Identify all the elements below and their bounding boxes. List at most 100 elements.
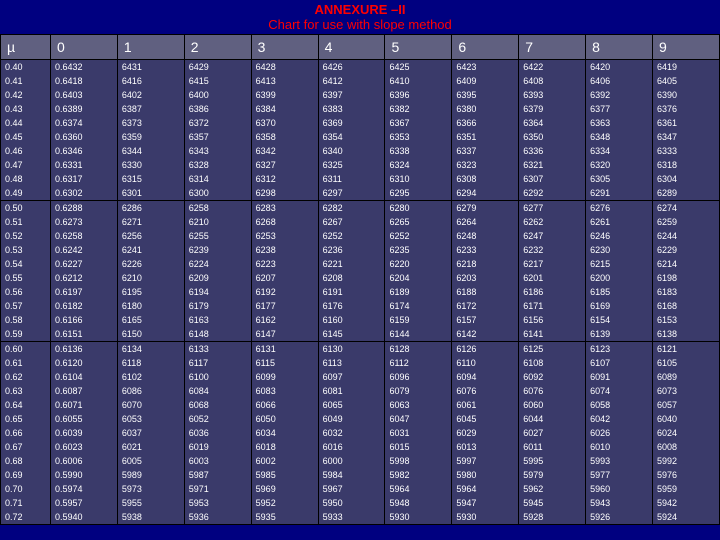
table-cell: 6112 [385, 356, 452, 370]
table-cell: 0.49 [1, 186, 51, 201]
table-cell: 6191 [318, 285, 385, 299]
table-cell: 0.57 [1, 299, 51, 313]
table-cell: 6052 [184, 412, 251, 426]
table-cell: 0.6403 [51, 88, 118, 102]
table-cell: 5948 [385, 496, 452, 510]
table-cell: 6032 [318, 426, 385, 440]
table-cell: 6186 [519, 285, 586, 299]
table-cell: 6247 [519, 229, 586, 243]
table-cell: 6084 [184, 384, 251, 398]
table-cell: 6393 [519, 88, 586, 102]
table-cell: 0.6120 [51, 356, 118, 370]
table-cell: 6091 [586, 370, 653, 384]
table-cell: 0.6166 [51, 313, 118, 327]
table-cell: 0.6182 [51, 299, 118, 313]
table-cell: 6408 [519, 74, 586, 88]
table-cell: 6315 [117, 172, 184, 186]
table-cell: 6163 [184, 313, 251, 327]
table-cell: 6238 [251, 243, 318, 257]
table-cell: 6264 [452, 215, 519, 229]
table-cell: 6113 [318, 356, 385, 370]
table-cell: 6215 [586, 257, 653, 271]
table-cell: 6280 [385, 201, 452, 216]
table-cell: 6298 [251, 186, 318, 201]
table-cell: 6321 [519, 158, 586, 172]
table-cell: 0.43 [1, 102, 51, 116]
table-cell: 6409 [452, 74, 519, 88]
table-cell: 5930 [452, 510, 519, 525]
table-cell: 0.6087 [51, 384, 118, 398]
table-cell: 0.69 [1, 468, 51, 482]
table-cell: 6220 [385, 257, 452, 271]
annexure-title: ANNEXURE –II [0, 0, 720, 17]
table-cell: 6083 [251, 384, 318, 398]
table-cell: 6289 [653, 186, 720, 201]
table-cell: 0.6288 [51, 201, 118, 216]
table-cell: 6094 [452, 370, 519, 384]
table-cell: 5967 [318, 482, 385, 496]
table-cell: 0.46 [1, 144, 51, 158]
table-cell: 6428 [251, 60, 318, 75]
column-header: 7 [519, 35, 586, 60]
table-cell: 6248 [452, 229, 519, 243]
table-cell: 0.5990 [51, 468, 118, 482]
table-cell: 6323 [452, 158, 519, 172]
table-cell: 6031 [385, 426, 452, 440]
table-cell: 0.56 [1, 285, 51, 299]
table-cell: 6297 [318, 186, 385, 201]
table-cell: 0.59 [1, 327, 51, 342]
table-cell: 0.44 [1, 116, 51, 130]
table-cell: 6189 [385, 285, 452, 299]
table-cell: 5987 [184, 468, 251, 482]
table-cell: 6016 [318, 440, 385, 454]
table-cell: 6348 [586, 130, 653, 144]
table-cell: 6380 [452, 102, 519, 116]
table-cell: 6353 [385, 130, 452, 144]
table-cell: 5942 [653, 496, 720, 510]
column-header: 2 [184, 35, 251, 60]
table-cell: 0.6302 [51, 186, 118, 201]
table-cell: 5953 [184, 496, 251, 510]
column-header: 5 [385, 35, 452, 60]
table-cell: 6224 [184, 257, 251, 271]
table-cell: 6026 [586, 426, 653, 440]
table-cell: 6397 [318, 88, 385, 102]
table-cell: 6354 [318, 130, 385, 144]
table-cell: 0.71 [1, 496, 51, 510]
table-cell: 6063 [385, 398, 452, 412]
chart-subtitle: Chart for use with slope method [0, 17, 720, 34]
table-cell: 6044 [519, 412, 586, 426]
table-cell: 0.5957 [51, 496, 118, 510]
table-cell: 6255 [184, 229, 251, 243]
table-cell: 6364 [519, 116, 586, 130]
table-cell: 0.61 [1, 356, 51, 370]
table-cell: 6312 [251, 172, 318, 186]
column-header: 3 [251, 35, 318, 60]
table-cell: 0.6242 [51, 243, 118, 257]
table-cell: 5959 [653, 482, 720, 496]
table-cell: 6203 [452, 271, 519, 285]
table-cell: 6324 [385, 158, 452, 172]
table-cell: 6157 [452, 313, 519, 327]
table-cell: 6429 [184, 60, 251, 75]
table-cell: 6253 [251, 229, 318, 243]
table-cell: 6221 [318, 257, 385, 271]
table-cell: 0.72 [1, 510, 51, 525]
table-cell: 6226 [117, 257, 184, 271]
table-cell: 0.6273 [51, 215, 118, 229]
table-cell: 5947 [452, 496, 519, 510]
table-cell: 5943 [586, 496, 653, 510]
table-cell: 6169 [586, 299, 653, 313]
table-cell: 6358 [251, 130, 318, 144]
table-cell: 6361 [653, 116, 720, 130]
table-cell: 5982 [385, 468, 452, 482]
table-cell: 6239 [184, 243, 251, 257]
table-cell: 6334 [586, 144, 653, 158]
column-header: 6 [452, 35, 519, 60]
table-cell: 0.55 [1, 271, 51, 285]
table-cell: 5924 [653, 510, 720, 525]
table-cell: 6142 [452, 327, 519, 342]
table-cell: 6008 [653, 440, 720, 454]
table-cell: 6150 [117, 327, 184, 342]
table-cell: 0.42 [1, 88, 51, 102]
